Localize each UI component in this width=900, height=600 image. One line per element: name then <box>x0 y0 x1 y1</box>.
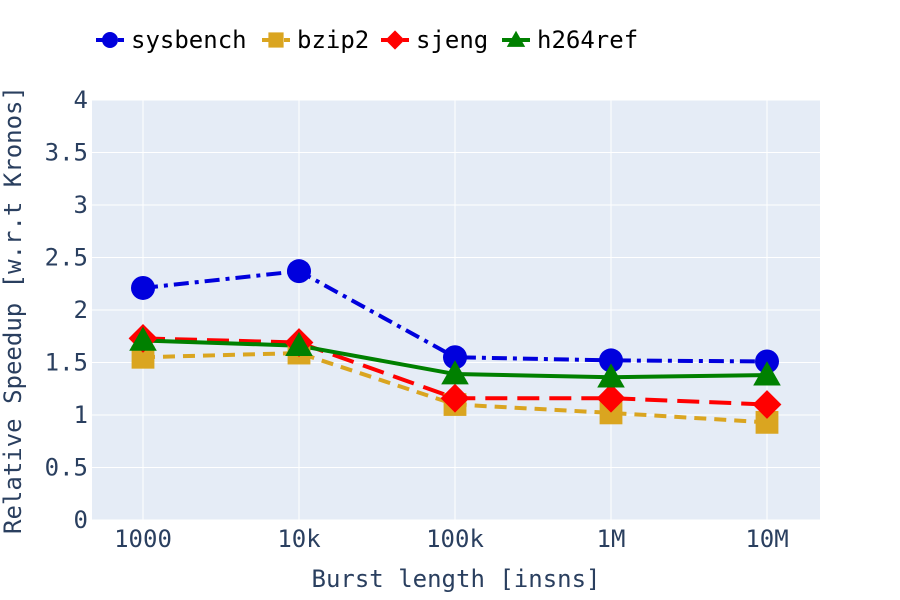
legend-marker-bzip2 <box>268 32 284 48</box>
data-point-sjeng <box>596 383 626 413</box>
data-point-h264ref <box>753 361 781 386</box>
y-tick-label: 1.5 <box>45 349 88 377</box>
x-tick-label: 10k <box>277 525 321 553</box>
data-point-sysbench <box>443 345 467 370</box>
y-tick-label: 2 <box>74 296 88 324</box>
data-point-sysbench <box>131 275 155 300</box>
data-point-h264ref <box>285 331 313 357</box>
legend-label-h264ref: h264ref <box>537 26 638 54</box>
legend-item-sjeng[interactable]: sjeng <box>381 26 488 54</box>
x-tick-label: 1M <box>597 525 626 553</box>
data-point-sysbench <box>599 348 623 373</box>
legend-item-bzip2[interactable]: bzip2 <box>262 26 369 54</box>
data-point-h264ref <box>129 326 157 351</box>
legend-marker-h264ref <box>506 30 526 47</box>
y-tick-label: 3.5 <box>45 139 88 167</box>
legend-label-sysbench: sysbench <box>131 26 247 54</box>
y-tick-label: 0.5 <box>45 454 88 482</box>
series-line-sysbench <box>142 269 768 364</box>
data-point-bzip2 <box>755 410 779 434</box>
data-point-h264ref <box>597 363 625 388</box>
data-point-sjeng <box>752 390 782 419</box>
y-axis-title: Relative Speedup [w.r.t Kronos] <box>0 86 27 534</box>
x-tick-label: 1000 <box>114 525 172 553</box>
legend-label-bzip2: bzip2 <box>297 26 369 54</box>
legend-label-sjeng: sjeng <box>416 26 488 54</box>
y-tick-labels: 0 0.5 1 1.5 2 2.5 3 3.5 4 <box>45 86 88 534</box>
legend-marker-sysbench <box>102 32 118 48</box>
x-axis-title: Burst length [insns] <box>312 565 601 593</box>
data-point-sysbench <box>287 259 311 284</box>
x-tick-label: 100k <box>426 525 484 553</box>
data-point-bzip2 <box>131 345 155 369</box>
legend[interactable]: sysbench bzip2 sjeng h264ref <box>96 26 638 54</box>
legend-item-h264ref[interactable]: h264ref <box>502 26 638 54</box>
y-tick-label: 3 <box>74 191 88 219</box>
series-markers <box>128 259 782 434</box>
x-tick-labels: 1000 10k 100k 1M 10M <box>114 525 789 553</box>
y-tick-label: 2.5 <box>45 244 88 272</box>
y-tick-label: 1 <box>74 401 88 429</box>
legend-marker-sjeng <box>385 30 405 50</box>
data-point-sjeng <box>440 383 470 413</box>
x-tick-label: 10M <box>745 525 788 553</box>
y-tick-label: 0 <box>74 506 88 534</box>
legend-item-sysbench[interactable]: sysbench <box>96 26 247 54</box>
y-tick-label: 4 <box>74 86 88 114</box>
data-point-bzip2 <box>599 401 623 425</box>
data-point-h264ref <box>441 360 469 385</box>
